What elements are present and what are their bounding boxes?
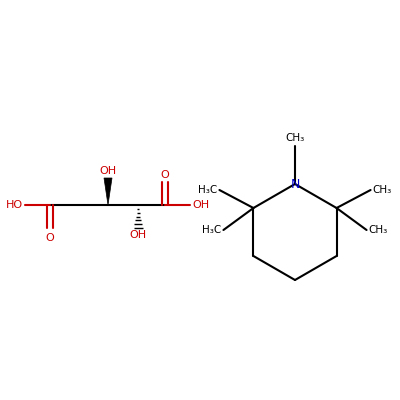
Text: O: O (161, 170, 169, 180)
Text: OH: OH (192, 200, 209, 210)
Polygon shape (104, 178, 112, 205)
Text: HO: HO (6, 200, 23, 210)
Text: CH₃: CH₃ (285, 133, 305, 143)
Text: OH: OH (130, 230, 146, 240)
Text: CH₃: CH₃ (372, 185, 392, 195)
Text: H₃C: H₃C (198, 185, 218, 195)
Text: CH₃: CH₃ (368, 225, 388, 235)
Text: O: O (46, 233, 54, 243)
Text: N: N (290, 178, 300, 190)
Text: H₃C: H₃C (202, 225, 222, 235)
Text: OH: OH (100, 166, 116, 176)
